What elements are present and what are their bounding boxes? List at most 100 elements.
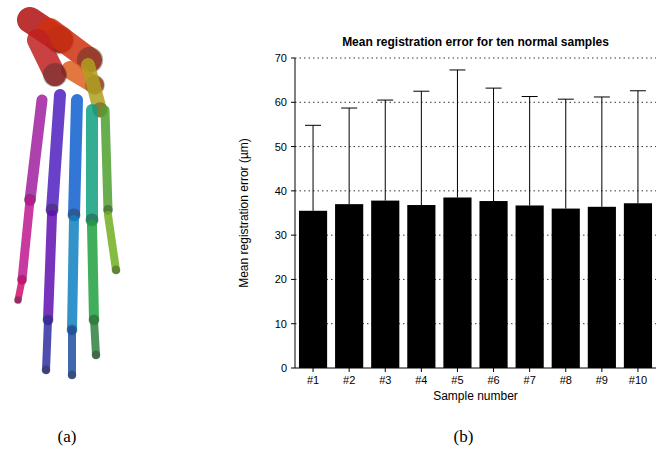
error-bar: [341, 108, 357, 204]
error-line: [565, 99, 566, 208]
bar: [443, 198, 471, 369]
bar: [335, 204, 363, 368]
bar: [299, 211, 327, 368]
y-tick-label: 50: [275, 141, 287, 153]
y-tick: [291, 368, 295, 369]
chart-title: Mean registration error for ten normal s…: [342, 35, 609, 49]
grid: [291, 58, 656, 368]
bar: [479, 201, 507, 368]
x-tick: [349, 368, 350, 372]
joint: [43, 63, 67, 87]
error-bar: [449, 70, 465, 198]
joint: [42, 366, 51, 375]
error-line: [493, 88, 494, 201]
y-tick-label: 0: [281, 362, 287, 374]
skeleton-render: [14, 20, 120, 379]
bone: [52, 95, 60, 210]
error-line: [601, 97, 602, 207]
x-tick-label: #6: [487, 374, 499, 386]
error-cap: [449, 69, 465, 70]
y-tick: [291, 102, 295, 103]
bone: [86, 110, 98, 220]
bone: [105, 110, 108, 210]
error-cap: [377, 100, 393, 101]
x-tick: [637, 368, 638, 372]
x-tick: [493, 368, 494, 372]
error-line: [421, 91, 422, 205]
error-cap: [522, 96, 538, 97]
x-tick-label: #10: [629, 374, 647, 386]
error-cap: [630, 90, 646, 91]
y-tick: [291, 235, 295, 236]
error-bar: [486, 88, 502, 201]
error-bar: [522, 97, 538, 206]
y-axis-title: Mean registration error (µm): [237, 138, 251, 288]
error-bar: [594, 97, 610, 207]
error-bar: [558, 99, 574, 208]
x-tick-label: #1: [307, 374, 319, 386]
x-tick-label: #4: [415, 374, 427, 386]
bone: [30, 100, 42, 200]
error-line: [637, 91, 638, 203]
x-tick: [529, 368, 530, 372]
grid-line: [295, 58, 656, 59]
error-bar: [305, 125, 321, 210]
bar: [552, 209, 580, 368]
joint: [92, 351, 101, 360]
error-line: [457, 70, 458, 198]
bone: [48, 215, 52, 320]
y-tick-label: 40: [275, 185, 287, 197]
bone: [22, 200, 30, 280]
x-tick-label: #9: [596, 374, 608, 386]
y-tick: [291, 146, 295, 147]
error-bar: [377, 100, 393, 201]
x-tick: [313, 368, 314, 372]
x-tick: [385, 368, 386, 372]
y-tick-label: 20: [275, 273, 287, 285]
error-cap: [594, 96, 610, 97]
y-tick-label: 70: [275, 52, 287, 64]
figure: (a) Mean registration error for ten norma…: [0, 0, 661, 450]
joint: [68, 371, 77, 380]
bone: [108, 215, 116, 270]
x-tick-label: #5: [451, 374, 463, 386]
panel-label: (a): [58, 427, 77, 446]
x-tick: [457, 368, 458, 372]
bone: [68, 330, 76, 375]
error-line: [349, 108, 350, 204]
joint: [112, 266, 121, 275]
x-tick-label: #2: [343, 374, 355, 386]
y-tick: [291, 190, 295, 191]
x-axis: [295, 368, 656, 369]
y-tick-label: 60: [275, 96, 287, 108]
bone: [94, 320, 96, 355]
error-cap: [486, 88, 502, 89]
x-tick-label: #8: [560, 374, 572, 386]
x-tick-label: #7: [524, 374, 536, 386]
bone: [72, 220, 74, 330]
x-tick-label: #3: [379, 374, 391, 386]
y-tick: [291, 323, 295, 324]
bone: [74, 100, 77, 215]
bar: [407, 205, 435, 368]
error-cap: [305, 125, 321, 126]
x-tick: [421, 368, 422, 372]
marks: [299, 70, 652, 368]
bone: [46, 320, 48, 370]
y-axis: [295, 58, 296, 368]
bone: [92, 225, 94, 320]
error-cap: [341, 108, 357, 109]
bar: [371, 201, 399, 368]
error-line: [313, 125, 314, 210]
error-cap: [558, 99, 574, 100]
error-line: [385, 100, 386, 201]
y-tick: [291, 58, 295, 59]
error-bar: [413, 91, 429, 205]
joint: [14, 296, 22, 304]
x-tick: [601, 368, 602, 372]
y-tick: [291, 279, 295, 280]
panel-label: (b): [454, 427, 474, 446]
error-cap: [413, 91, 429, 92]
error-bar: [630, 91, 646, 203]
x-axis-title: Sample number: [433, 389, 518, 403]
